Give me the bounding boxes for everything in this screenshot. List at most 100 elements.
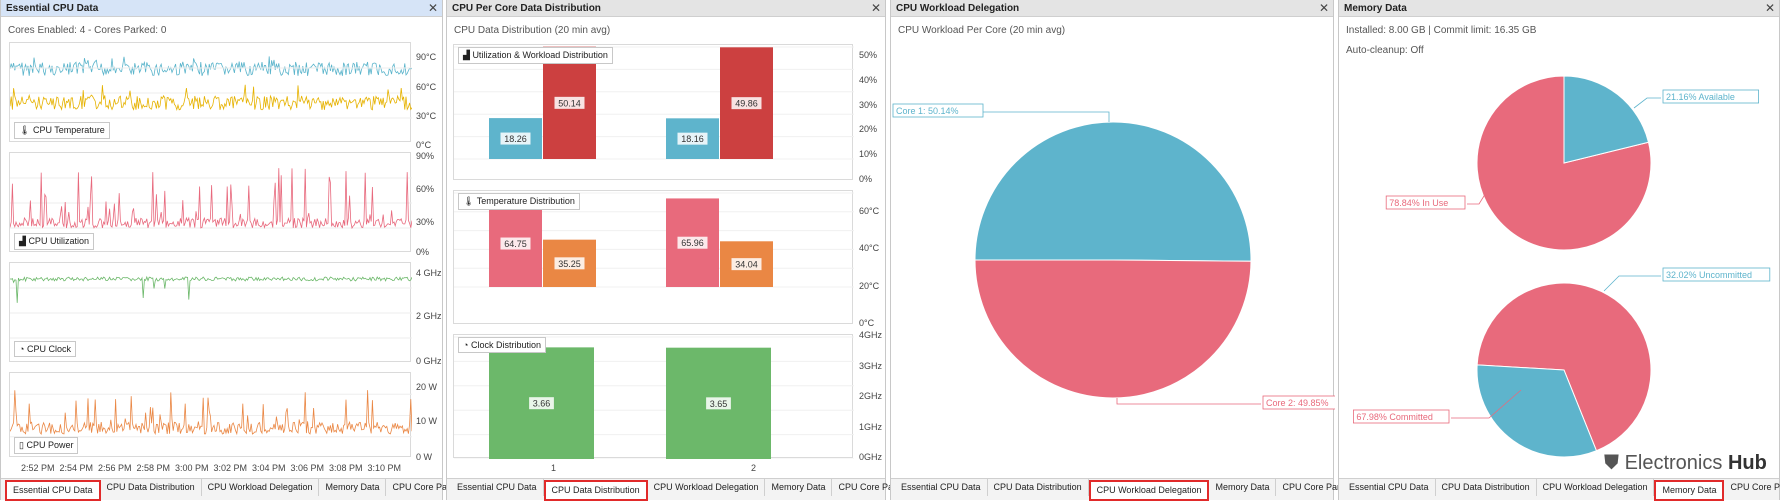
battery-icon: ▯ — [19, 440, 24, 450]
temperature-series-line — [9, 84, 413, 112]
y-tick: 0°C — [416, 140, 432, 150]
callout-box — [1662, 89, 1759, 104]
temperature-series-line — [9, 56, 413, 77]
thermometer-icon: 🌡 — [463, 196, 475, 206]
panel-title-bar[interactable]: CPU Workload Delegation ✕ — [891, 0, 1333, 17]
data-label-box — [554, 257, 585, 270]
distribution-info: CPU Data Distribution (20 min avg) — [454, 25, 611, 36]
data-label-box — [706, 397, 731, 410]
legend-label: CPU Utilization — [28, 236, 89, 246]
panel-title: Essential CPU Data — [6, 3, 99, 14]
shield-icon: ⛊ — [1604, 452, 1619, 474]
callout-line — [1467, 187, 1490, 205]
panel-cpu-workload-delegation: CPU Workload Delegation ✕ CPU Workload P… — [890, 0, 1364, 501]
close-icon[interactable]: ✕ — [1318, 1, 1329, 15]
tab-essential-cpu-data[interactable]: Essential CPU Data — [895, 479, 988, 496]
panel-title: CPU Per Core Data Distribution — [452, 3, 601, 14]
y-tick: 2 GHz — [416, 311, 442, 321]
tab-cpu-data-distribution[interactable]: CPU Data Distribution — [988, 479, 1089, 496]
callout-box — [1385, 195, 1466, 210]
y-tick: 30°C — [416, 111, 437, 121]
panel-cpu-per-core-distribution: CPU Per Core Data Distribution ✕ CPU Dat… — [446, 0, 920, 501]
tab-memory-data[interactable]: Memory Data — [1209, 479, 1277, 496]
callout-line — [951, 111, 1110, 122]
y-tick: 30% — [416, 217, 435, 227]
pie-slice — [974, 121, 1252, 262]
close-icon[interactable]: ✕ — [427, 1, 438, 15]
close-icon[interactable]: ✕ — [870, 1, 881, 15]
callout-line — [1633, 97, 1661, 109]
tab-memory-data[interactable]: Memory Data — [319, 479, 387, 496]
data-label-box — [731, 97, 762, 110]
legend-label: Utilization & Workload Distribution — [472, 50, 608, 60]
tab-cpu-workload-delegation[interactable]: CPU Workload Delegation — [1537, 479, 1655, 496]
tab-essential-cpu-data[interactable]: Essential CPU Data — [451, 479, 544, 496]
y-tick: 1GHz — [859, 421, 883, 432]
memory-pie-charts: 21.16% Available 78.84% In Use 32.02% Unco… — [1352, 75, 1771, 458]
tab-cpu-workload-delegation[interactable]: CPU Workload Delegation — [202, 479, 320, 496]
callout-box — [1662, 267, 1771, 282]
cpu-temperature-plot — [9, 56, 413, 119]
y-tick: 30% — [859, 99, 878, 110]
tab-cpu-workload-delegation[interactable]: CPU Workload Delegation — [1088, 480, 1210, 501]
data-label-box — [500, 132, 531, 145]
panel-memory-data: Memory Data ✕ Installed: 8.00 GB | Commi… — [1338, 0, 1780, 501]
temperature-distribution-chart: 64.75 65.96 35.25 34.04 🌡 Temperature Distr… — [453, 190, 854, 324]
y-tick: 60% — [416, 184, 435, 194]
data-label: 64.75 — [504, 239, 527, 249]
data-label-box — [529, 397, 554, 410]
pie-slice — [1563, 75, 1650, 164]
y-tick: 4GHz — [859, 330, 883, 340]
clock-distribution-plot: 3.66 3.65 — [454, 336, 854, 460]
clock-distribution-chart: 3.66 3.65 ◔ Clock Distribution — [453, 334, 854, 460]
close-icon[interactable]: ✕ — [1764, 1, 1775, 15]
x-tick: 2:58 PM — [136, 463, 171, 473]
y-tick: 60°C — [416, 82, 437, 92]
tab-bar: Essential CPU Data CPU Data Distribution… — [447, 478, 920, 501]
clock-distribution-legend: ◔ Clock Distribution — [458, 337, 546, 353]
utilization-workload-chart: 18.26 18.16 50.14 49.86 ▟ Utilization & Wor… — [453, 44, 854, 180]
cpu-power-plot — [9, 390, 413, 438]
tab-memory-data[interactable]: Memory Data — [1654, 480, 1725, 501]
gauge-icon: ◔ — [19, 344, 25, 354]
temperature-distribution-legend: 🌡 Temperature Distribution — [458, 193, 580, 210]
tab-cpu-data-distribution[interactable]: CPU Data Distribution — [543, 480, 648, 501]
tab-essential-cpu-data[interactable]: Essential CPU Data — [5, 480, 101, 501]
x-tick: 3:00 PM — [175, 463, 209, 473]
tab-cpu-core-parking[interactable]: CPU Core Parking — [1724, 479, 1780, 496]
x-tick: 3:02 PM — [213, 463, 248, 473]
cpu-power-legend: ▯ CPU Power — [14, 437, 79, 454]
tab-essential-cpu-data[interactable]: Essential CPU Data — [1343, 479, 1436, 496]
panel-title-bar[interactable]: CPU Per Core Data Distribution ✕ — [447, 0, 885, 17]
data-label: 3.66 — [533, 399, 551, 409]
y-tick: 20°C — [859, 280, 880, 291]
callout-label: Core 1: 50.14% — [896, 106, 959, 116]
callout-line — [1451, 389, 1522, 419]
temperature-distribution-plot: 64.75 65.96 35.25 34.04 — [454, 192, 854, 288]
y-tick: 90°C — [416, 52, 437, 62]
callout-label: 67.98% Committed — [1356, 412, 1433, 422]
y-tick: 20 W — [416, 382, 438, 392]
thermometer-icon: 🌡 — [19, 125, 31, 135]
data-label: 3.65 — [710, 399, 728, 409]
cpu-temperature-legend: 🌡 CPU Temperature — [14, 122, 110, 139]
tab-cpu-data-distribution[interactable]: CPU Data Distribution — [101, 479, 202, 496]
tab-memory-data[interactable]: Memory Data — [765, 479, 833, 496]
legend-label: Clock Distribution — [470, 340, 541, 350]
y-tick: 40°C — [859, 243, 880, 254]
x-tick: 3:06 PM — [290, 463, 325, 473]
cpu-temperature-chart: 🌡 CPU Temperature — [9, 42, 413, 142]
y-tick: 3GHz — [859, 360, 883, 371]
y-tick: 90% — [416, 151, 435, 161]
panel-title: Memory Data — [1344, 3, 1407, 14]
cpu-power-chart: ▯ CPU Power — [9, 372, 413, 457]
tab-cpu-data-distribution[interactable]: CPU Data Distribution — [1436, 479, 1537, 496]
y-tick: 4 GHz — [416, 268, 442, 278]
utilization-workload-legend: ▟ Utilization & Workload Distribution — [458, 47, 613, 64]
callout-label: 21.16% Available — [1666, 92, 1735, 102]
gauge-icon: ◔ — [463, 340, 469, 350]
y-tick: 2GHz — [859, 391, 883, 401]
tab-cpu-workload-delegation[interactable]: CPU Workload Delegation — [648, 479, 766, 496]
panel-title-bar[interactable]: Memory Data ✕ — [1339, 0, 1779, 17]
panel-title-bar[interactable]: Essential CPU Data ✕ — [1, 0, 442, 17]
